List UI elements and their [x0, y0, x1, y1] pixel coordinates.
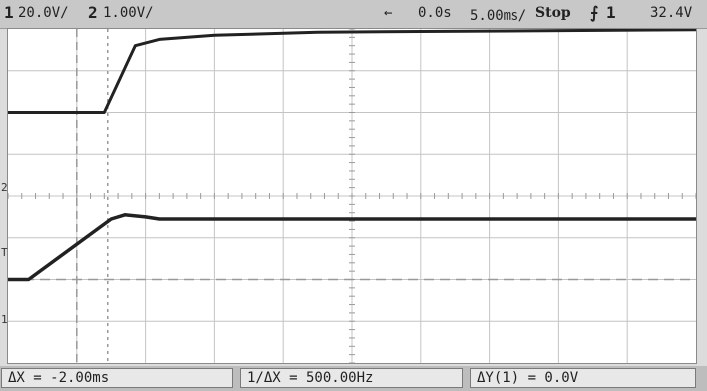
channel-2-scale[interactable]: 1.00V/ — [103, 5, 154, 21]
run-state[interactable]: Stop — [535, 5, 571, 21]
delta-x-softkey[interactable]: ΔX = -2.00ms — [1, 368, 233, 388]
delay-arrow-icon: ← — [384, 5, 393, 21]
delta-y-softkey[interactable]: ΔY(1) = 0.0V — [470, 368, 696, 388]
trigger-slope-icon: ⨍ — [590, 3, 599, 22]
trace-series-1 — [8, 29, 696, 114]
waveform-traces — [8, 29, 696, 282]
status-bar: 1 20.0V/ 2 1.00V/ ← 0.0s 5.00㎳/ Stop ⨍ 1… — [0, 0, 707, 29]
waveform-display[interactable] — [7, 28, 697, 364]
graticule — [8, 29, 696, 363]
trigger-level-marker[interactable]: T — [1, 246, 8, 259]
trace-series-2 — [8, 213, 696, 282]
channel-1-number[interactable]: 1 — [4, 3, 14, 22]
trigger-channel[interactable]: 1 — [606, 3, 616, 22]
channel-1-ground-marker[interactable]: 1 — [1, 313, 8, 326]
inverse-delta-x-softkey[interactable]: 1/ΔX = 500.00Hz — [240, 368, 463, 388]
softkey-bar: ΔX = -2.00ms 1/ΔX = 500.00Hz ΔY(1) = 0.0… — [0, 366, 707, 391]
delay-value[interactable]: 0.0s — [418, 5, 452, 21]
channel-2-ground-marker[interactable]: 2 — [1, 181, 8, 194]
waveform-graph — [8, 29, 696, 363]
timebase-value[interactable]: 5.00㎳/ — [470, 8, 527, 24]
trigger-level[interactable]: 32.4V — [650, 5, 693, 21]
channel-1-scale[interactable]: 20.0V/ — [18, 5, 69, 21]
channel-2-number[interactable]: 2 — [88, 3, 98, 22]
cursor-lines[interactable] — [8, 29, 696, 363]
